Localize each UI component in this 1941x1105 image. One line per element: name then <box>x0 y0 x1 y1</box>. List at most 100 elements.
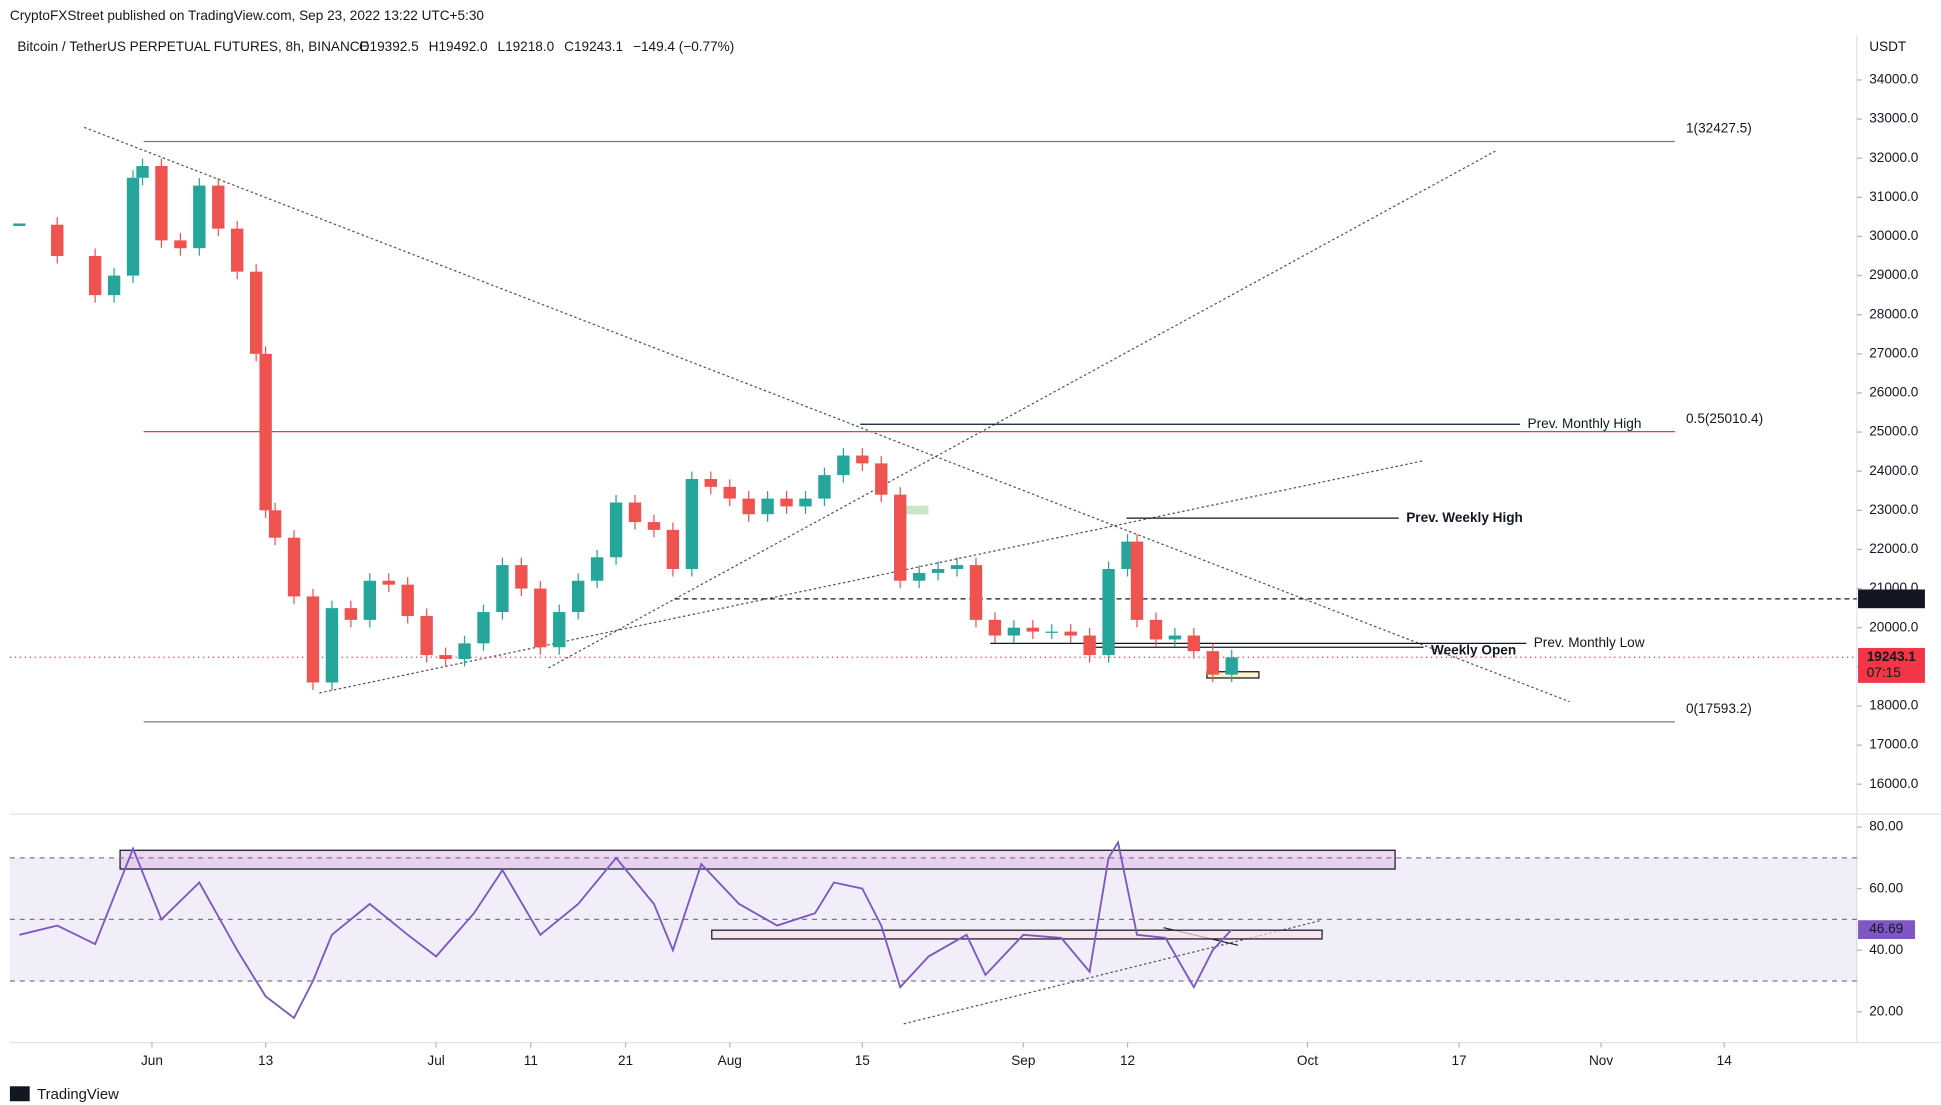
x-tick-label: 11 <box>524 1053 538 1068</box>
rsi-zone <box>119 849 1396 870</box>
y-tick-label: 24000.0 <box>1869 463 1919 478</box>
countdown: 07:15 <box>1867 665 1901 680</box>
candle <box>1064 631 1077 636</box>
rsi-zone <box>711 929 1323 940</box>
candle <box>1187 635 1201 652</box>
candle <box>420 615 433 656</box>
candle <box>363 580 377 620</box>
candle <box>628 502 642 523</box>
y-tick-label: 17000.0 <box>1869 737 1919 752</box>
ohlc-value: −149.4 (−0.77%) <box>633 39 734 54</box>
zone <box>897 505 929 515</box>
y-tick-label: 28000.0 <box>1869 306 1919 321</box>
price-tag <box>1858 589 1925 609</box>
candle <box>837 455 850 476</box>
x-tick-label: 17 <box>1451 1053 1466 1068</box>
candle <box>969 565 983 620</box>
candle <box>344 608 358 620</box>
y-tick-label: 20000.0 <box>1869 619 1919 634</box>
candle <box>818 475 831 499</box>
y-tick-label: 32000.0 <box>1869 150 1919 165</box>
candle <box>988 619 1002 636</box>
brand-logo <box>9 1086 30 1102</box>
candle <box>1083 635 1096 656</box>
ohlc-value: O19392.5 <box>359 39 419 54</box>
ohlc-value: C19243.1 <box>564 39 623 54</box>
candle <box>155 166 168 241</box>
y-tick-label: 23000.0 <box>1869 502 1919 517</box>
level-label: Prev. Monthly High <box>1528 416 1642 431</box>
candle <box>1045 631 1058 633</box>
candle <box>1026 627 1040 632</box>
y-tick-label: 30000.0 <box>1869 228 1919 243</box>
level-label: 1(32427.5) <box>1686 121 1752 136</box>
candle <box>287 537 301 597</box>
candle <box>1225 657 1238 675</box>
candle <box>496 565 509 613</box>
published-line: CryptoFXStreet published on TradingView.… <box>10 8 484 23</box>
candle <box>704 479 717 487</box>
level-label: 0(17593.2) <box>1686 701 1752 716</box>
y-tick-label: 40.00 <box>1869 942 1903 957</box>
candle <box>1149 619 1163 640</box>
rsi-tag-label: 46.69 <box>1869 921 1903 936</box>
y-tick-label: 16000.0 <box>1869 776 1919 791</box>
level-label: 0.5(25010.4) <box>1686 411 1763 426</box>
candle <box>571 580 585 613</box>
candle <box>780 498 793 507</box>
candle <box>88 256 102 296</box>
candle <box>126 177 140 276</box>
candle <box>534 588 547 648</box>
candle <box>174 240 187 249</box>
price-tag-label: 20737.6 <box>1867 590 1917 605</box>
candle <box>249 271 263 354</box>
candle <box>231 228 244 272</box>
y-tick-label: 20.00 <box>1869 1003 1903 1018</box>
brand: TradingView <box>37 1087 119 1103</box>
x-tick-label: 21 <box>618 1053 633 1068</box>
x-tick-label: Sep <box>1011 1053 1036 1068</box>
candle <box>666 529 680 570</box>
rsi-line <box>19 839 1233 1020</box>
candle <box>647 522 661 530</box>
candle <box>1206 651 1219 675</box>
candle <box>553 612 566 648</box>
level-label: Prev. Monthly Low <box>1534 635 1645 650</box>
candle <box>212 185 225 229</box>
y-tick-label: 31000.0 <box>1869 189 1919 204</box>
candle <box>458 643 471 659</box>
x-tick-label: 12 <box>1120 1053 1135 1068</box>
candle <box>1007 627 1021 636</box>
candle <box>306 596 320 683</box>
y-tick-label: 29000.0 <box>1869 267 1919 282</box>
x-tick-label: Jun <box>141 1053 163 1068</box>
price-tag <box>1858 647 1925 683</box>
candle <box>875 463 888 495</box>
candle <box>1121 541 1134 570</box>
candle <box>259 353 272 511</box>
candle <box>1168 635 1182 640</box>
candle <box>912 572 926 581</box>
candle <box>382 580 395 585</box>
candle <box>51 224 64 257</box>
candle <box>439 655 452 659</box>
rsi-tag <box>1858 920 1916 939</box>
candle <box>107 275 121 296</box>
candle <box>590 557 604 581</box>
candle <box>477 612 490 644</box>
x-tick-label: Oct <box>1297 1053 1318 1068</box>
x-tick-label: 14 <box>1717 1053 1733 1068</box>
currency: USDT <box>1869 39 1907 54</box>
candle <box>799 498 812 507</box>
y-tick-label: 34000.0 <box>1869 72 1919 87</box>
candle <box>193 185 206 249</box>
symbol: Bitcoin / TetherUS PERPETUAL FUTURES, 8h… <box>17 39 368 54</box>
candle <box>931 569 945 573</box>
candle <box>761 498 774 515</box>
candle <box>1130 541 1144 620</box>
candle <box>856 455 869 464</box>
y-tick-label: 60.00 <box>1869 880 1903 895</box>
y-tick-label: 27000.0 <box>1869 345 1919 360</box>
